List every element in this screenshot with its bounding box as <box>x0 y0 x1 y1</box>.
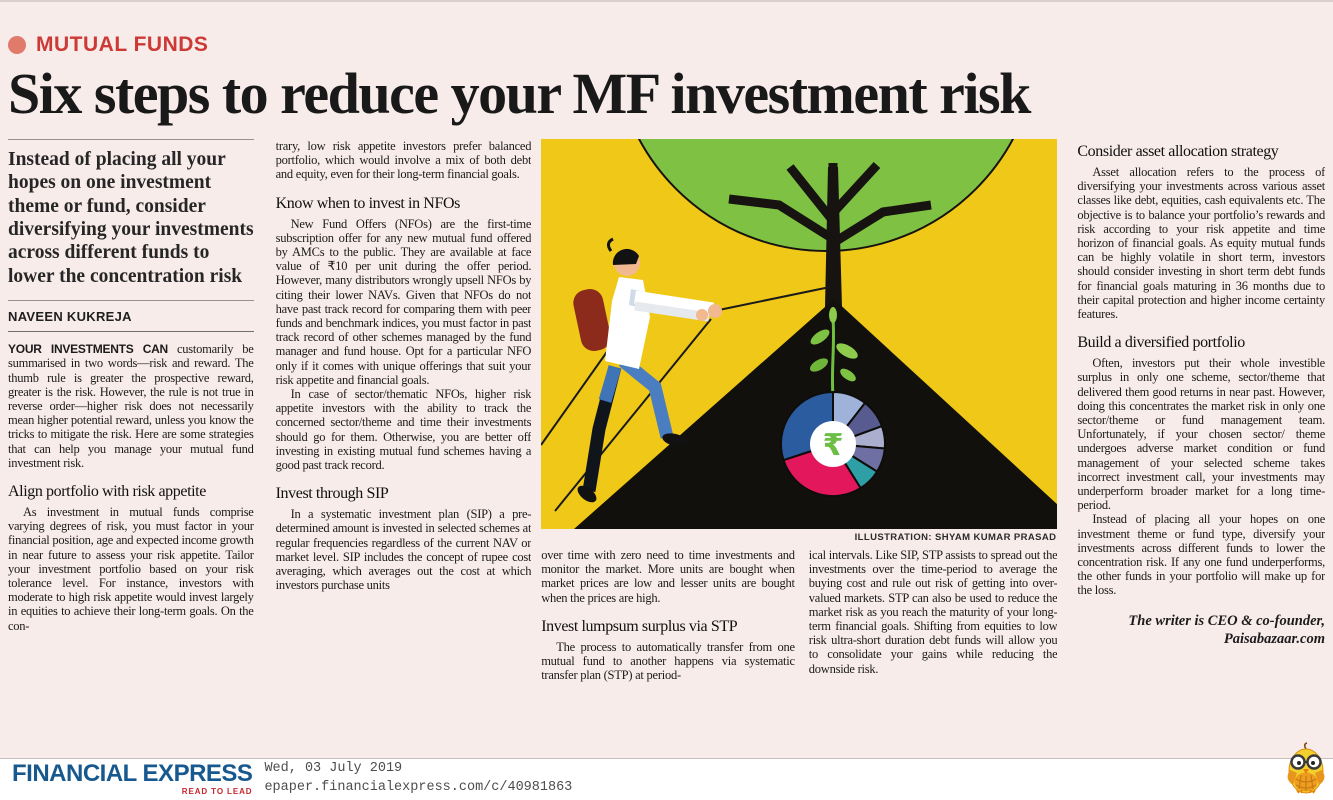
article-paragraph: trary, low risk appetite investors prefe… <box>275 138 532 182</box>
column-5: Consider asset allocation strategy Asset… <box>1077 139 1325 744</box>
article-paragraph: In case of sector/thematic NFOs, higher … <box>275 386 532 472</box>
section-heading-align-portfolio: Align portfolio with risk appetite <box>8 483 206 501</box>
logo-wordmark: FINANCIAL EXPRESS <box>12 759 253 787</box>
article-body: Instead of placing all your hopes on one… <box>8 138 1325 744</box>
article-paragraph: ical intervals. Like SIP, STP assists to… <box>808 547 1058 676</box>
article-paragraph: New Fund Offers (NFOs) are the first-tim… <box>275 216 532 387</box>
footer-url[interactable]: epaper.financialexpress.com/c/40981863 <box>264 779 573 795</box>
column-1: Instead of placing all your hopes on one… <box>8 138 254 744</box>
article-standfirst: Instead of placing all your hopes on one… <box>8 138 254 302</box>
financial-express-logo: FINANCIAL EXPRESS READ TO LEAD <box>12 759 253 796</box>
section-heading-diversified: Build a diversified portfolio <box>1077 334 1245 352</box>
sapling-graphic <box>810 306 858 397</box>
owl-mascot <box>1282 742 1330 799</box>
article-headline: Six steps to reduce your MF investment r… <box>8 61 1031 126</box>
article-illustration: ₹ <box>541 138 1058 529</box>
section-kicker-label: MUTUAL FUNDS <box>36 33 209 56</box>
paragraph-lead-in: YOUR INVESTMENTS CAN <box>8 342 168 357</box>
section-heading-sip: Invest through SIP <box>275 485 389 503</box>
column-3: over time with zero need to time investm… <box>541 548 795 682</box>
newspaper-page: MUTUAL FUNDS Six steps to reduce your MF… <box>0 0 1333 744</box>
section-heading-asset-allocation: Consider asset allocation strategy <box>1077 142 1279 160</box>
article-paragraph: Instead of placing all your hopes on one… <box>1077 512 1325 598</box>
climber-figure <box>573 237 723 503</box>
section-heading-nfo: Know when to invest in NFOs <box>275 194 461 212</box>
column-4: ical intervals. Like SIP, STP assists to… <box>809 548 1058 682</box>
owl-hair-icon <box>1303 742 1308 750</box>
tree-crown-graphic <box>638 138 1015 252</box>
article-byline: NAVEEN KUKREJA <box>8 301 254 333</box>
tree-trunk-graphic <box>825 166 843 307</box>
logo-tagline: READ TO LEAD <box>181 786 253 796</box>
owl-beak-icon <box>1303 769 1309 774</box>
section-kicker: MUTUAL FUNDS <box>8 33 1325 56</box>
article-paragraph: Often, investors put their whole investi… <box>1077 356 1325 513</box>
portfolio-pie-chart: ₹ <box>780 390 887 497</box>
column-middle: ₹ ILLUSTRATION: SHYAM KUMAR PRASAD over … <box>541 138 1058 744</box>
author-signoff: The writer is CEO & co-founder, Paisabaz… <box>1128 612 1325 648</box>
article-paragraph: In a systematic investment plan (SIP) a … <box>275 507 532 593</box>
section-bullet-icon <box>8 36 26 54</box>
article-paragraph: As investment in mutual funds comprise v… <box>8 505 254 633</box>
article-paragraph: over time with zero need to time investm… <box>541 547 795 605</box>
section-heading-stp: Invest lumpsum surplus via STP <box>541 617 738 635</box>
column-2: trary, low risk appetite investors prefe… <box>276 139 532 744</box>
rupee-symbol: ₹ <box>823 428 844 463</box>
article-paragraph: YOUR INVESTMENTS CAN customarily be summ… <box>8 342 254 470</box>
epaper-footer: FINANCIAL EXPRESS READ TO LEAD Wed, 03 J… <box>0 758 1333 800</box>
footer-date: Wed, 03 July 2019 <box>264 761 403 777</box>
article-paragraph: The process to automatically transfer fr… <box>541 639 795 683</box>
illustration-credit: ILLUSTRATION: SHYAM KUMAR PRASAD <box>854 531 1057 543</box>
article-paragraph: Asset allocation refers to the process o… <box>1077 164 1325 321</box>
